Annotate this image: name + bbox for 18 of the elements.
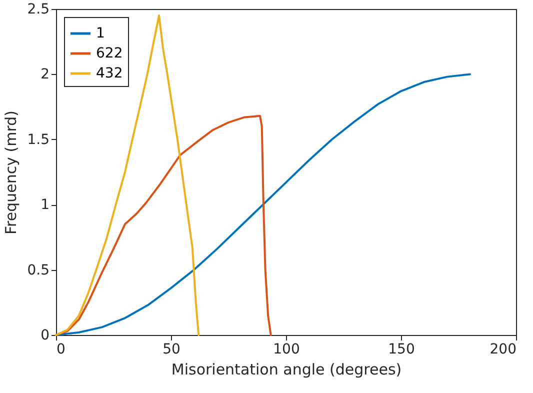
- x-tick-label: 0: [56, 342, 66, 358]
- y-tick-label: 2: [40, 66, 50, 83]
- legend-label: 1: [96, 26, 105, 42]
- y-tick-label: 0.5: [27, 262, 50, 278]
- x-tick-label: 200: [490, 342, 516, 358]
- x-tick-label: 150: [388, 342, 415, 358]
- y-axis-title: Frequency (mrd): [2, 110, 20, 234]
- legend-label: 622: [96, 46, 123, 62]
- x-axis-title: Misorientation angle (degrees): [171, 360, 402, 378]
- x-tick-label: 50: [162, 342, 180, 358]
- line-series: [55, 114, 272, 336]
- y-tick-label: 0: [40, 328, 50, 344]
- line-series: [55, 14, 200, 336]
- y-tick-label: 2.5: [27, 2, 50, 18]
- y-tick-label: 1.5: [27, 132, 50, 148]
- y-tick-label: 1: [40, 197, 50, 214]
- x-tick-label: 100: [273, 342, 300, 358]
- legend-label: 432: [96, 66, 123, 82]
